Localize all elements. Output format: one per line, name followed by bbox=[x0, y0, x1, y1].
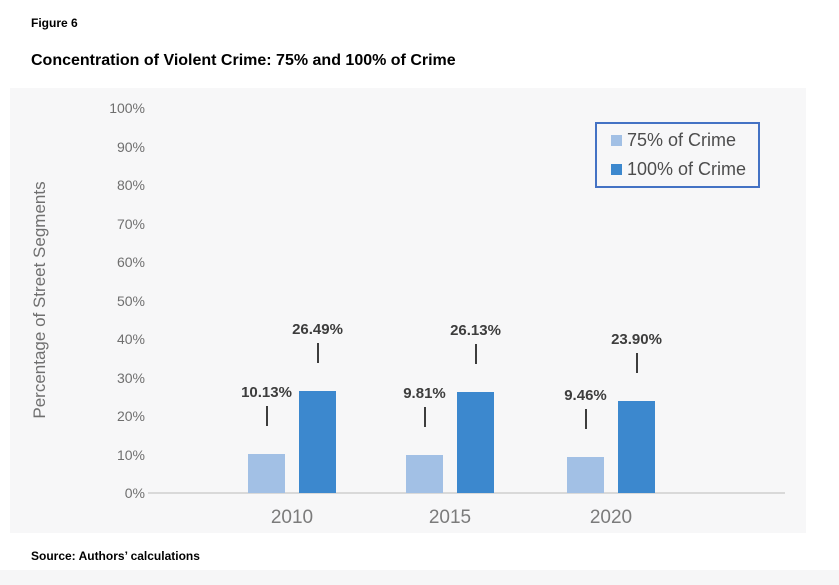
callout-leader-line bbox=[584, 408, 587, 429]
bar bbox=[457, 392, 494, 493]
y-axis-tick-label: 90% bbox=[116, 138, 145, 155]
legend-label-1: 100% of Crime bbox=[627, 159, 747, 179]
legend-label-0: 75% of Crime bbox=[627, 130, 737, 150]
callout-leader-line bbox=[265, 405, 268, 426]
chart-title: Concentration of Violent Crime: 75% and … bbox=[31, 52, 456, 69]
x-axis-line bbox=[148, 492, 785, 494]
bar-value-label: 10.13% bbox=[241, 383, 292, 401]
y-axis-tick-label: 30% bbox=[116, 369, 145, 386]
legend-item-75: 75% of Crime bbox=[611, 130, 758, 151]
bar-value-label: 26.13% bbox=[450, 322, 501, 340]
x-axis-label: 2010 bbox=[270, 507, 314, 528]
legend: 75% of Crime 100% of Crime bbox=[595, 122, 760, 188]
y-axis-tick-label: 60% bbox=[116, 254, 145, 270]
legend-item-100: 100% of Crime bbox=[611, 159, 758, 180]
chart-panel: Percentage of Street Segments 75% of Cri… bbox=[10, 88, 806, 533]
source-note: Source: Authors’ calculations bbox=[31, 549, 200, 563]
legend-swatch-0 bbox=[611, 135, 622, 146]
x-axis-label: 2020 bbox=[589, 507, 633, 528]
y-axis-tick-label: 10% bbox=[116, 446, 145, 463]
legend-swatch-1 bbox=[611, 164, 622, 175]
bar bbox=[567, 456, 604, 493]
callout-leader-line bbox=[316, 343, 319, 363]
bar-value-label: 9.81% bbox=[403, 385, 446, 403]
callout-leader-line bbox=[474, 344, 477, 365]
bar bbox=[406, 455, 443, 493]
bar-value-label: 26.49% bbox=[292, 321, 343, 338]
x-axis-label: 2015 bbox=[428, 507, 472, 528]
y-axis-tick-label: 40% bbox=[116, 331, 145, 347]
figure-label: Figure 6 bbox=[31, 16, 78, 30]
y-axis-tick-label: 0% bbox=[124, 485, 145, 501]
y-axis-tick-label: 50% bbox=[116, 292, 145, 309]
y-axis-tick-label: 70% bbox=[116, 215, 145, 232]
bottom-band bbox=[0, 570, 839, 585]
y-axis-tick-label: 20% bbox=[116, 408, 145, 424]
callout-leader-line bbox=[423, 407, 426, 428]
callout-leader-line bbox=[635, 352, 638, 373]
y-axis-title: Percentage of Street Segments bbox=[30, 181, 49, 419]
bar bbox=[618, 400, 655, 493]
bar-value-label: 23.90% bbox=[611, 330, 662, 348]
bar bbox=[299, 391, 336, 493]
bar bbox=[248, 453, 285, 493]
bar-value-label: 9.46% bbox=[564, 386, 607, 404]
y-axis-tick-label: 100% bbox=[109, 100, 145, 116]
y-axis-tick-label: 80% bbox=[116, 177, 145, 193]
